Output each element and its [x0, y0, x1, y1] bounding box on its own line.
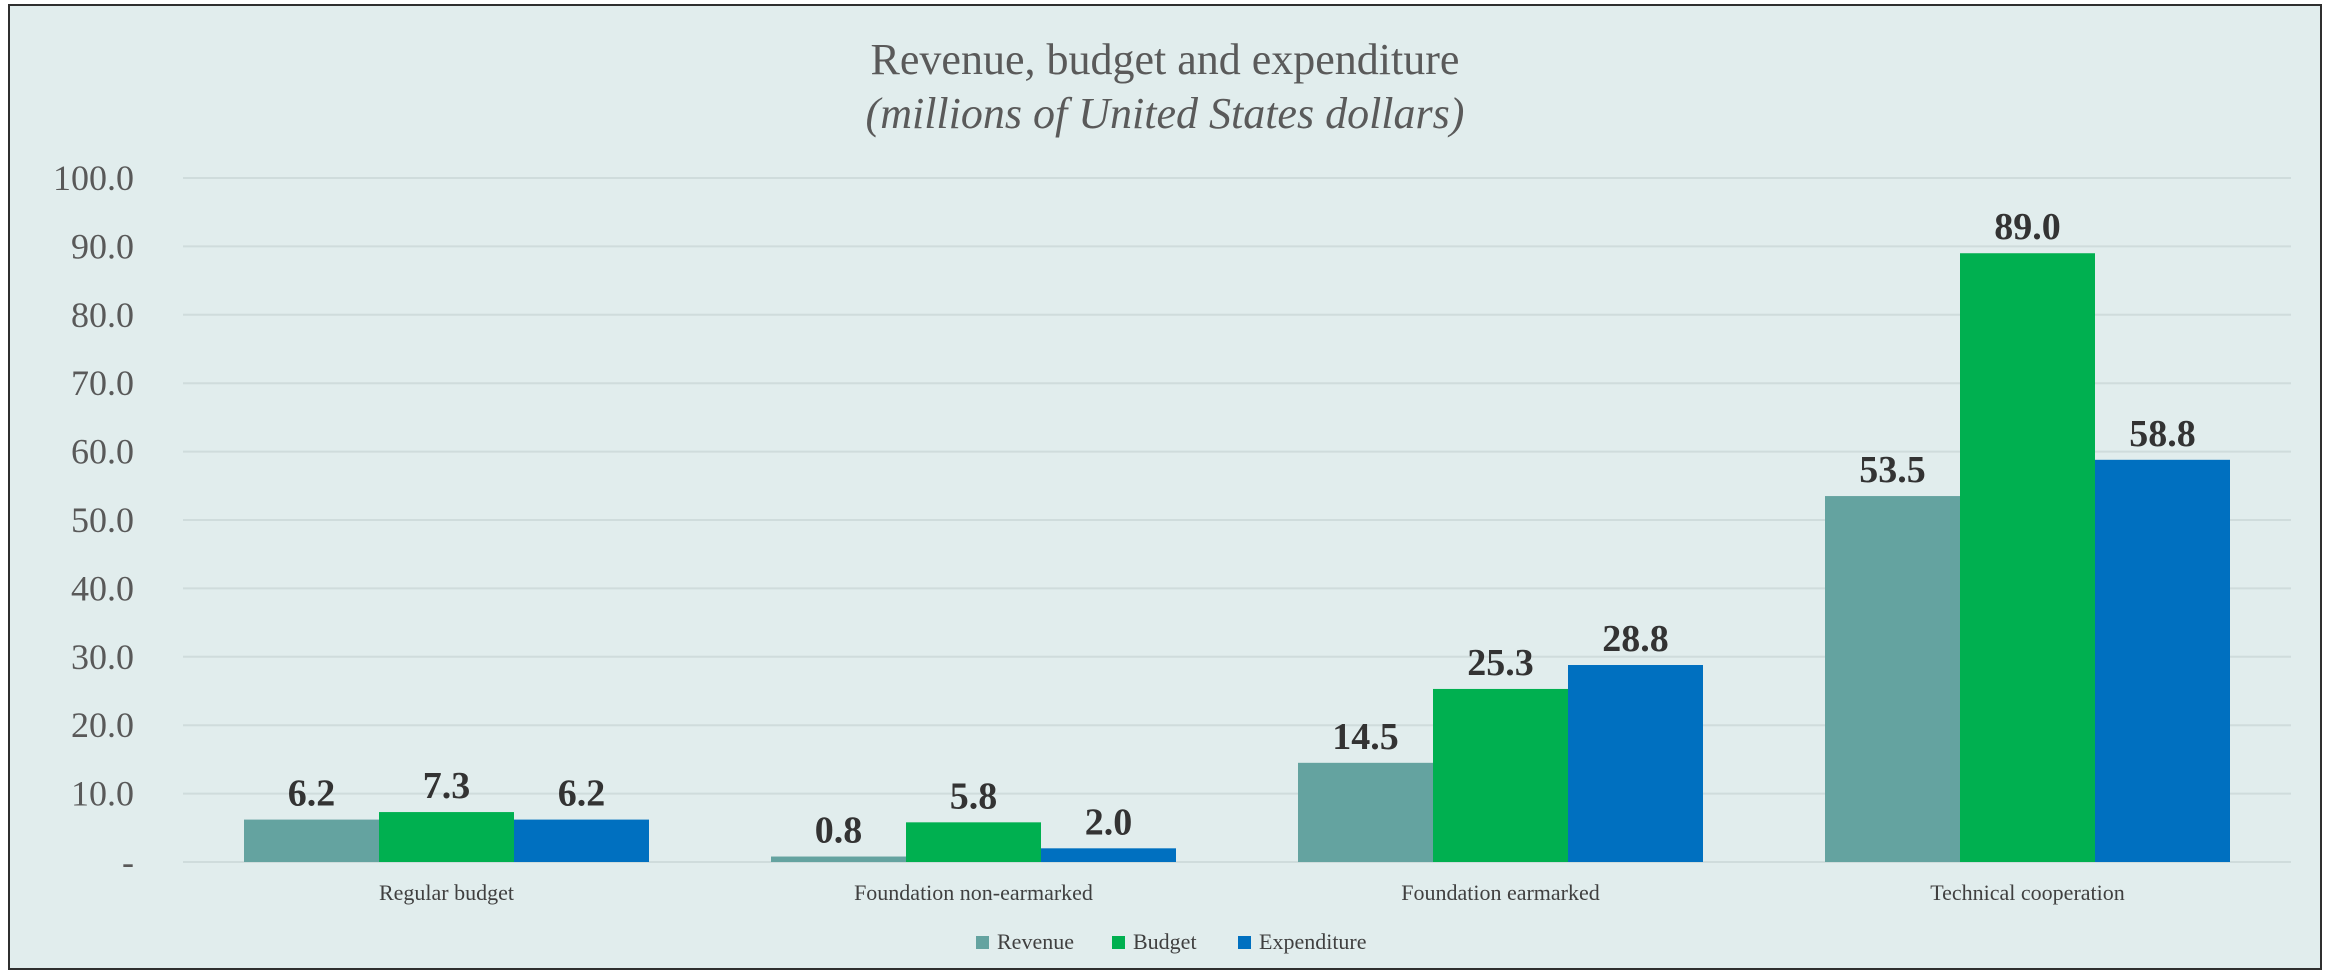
y-tick-label: 100.0 — [53, 158, 134, 198]
x-axis-ticks: Regular budget Foundation non-earmarked Fo… — [379, 880, 2125, 905]
y-tick-label: 90.0 — [71, 226, 134, 266]
bar-expenditure — [1041, 848, 1176, 862]
bar-budget — [379, 812, 514, 862]
bar-budget — [1433, 688, 1568, 862]
chart-title: Revenue, budget and expenditure — [871, 35, 1460, 84]
data-label: 6.2 — [558, 773, 606, 815]
data-label: 58.8 — [2129, 413, 2196, 455]
legend-swatch — [1238, 936, 1251, 949]
data-label: 5.8 — [950, 775, 998, 817]
y-tick-label: 50.0 — [71, 500, 134, 540]
chart-subtitle: (millions of United States dollars) — [866, 89, 1465, 138]
bar-expenditure — [2095, 459, 2230, 862]
x-tick-label: Foundation non-earmarked — [854, 880, 1093, 905]
y-axis-ticks: - 10.0 20.0 30.0 40.0 50.0 60.0 70.0 80.0 90.0 100… — [53, 158, 134, 882]
bar-revenue — [1298, 762, 1433, 862]
y-tick-label: 60.0 — [71, 432, 134, 472]
bar-expenditure — [514, 819, 649, 862]
y-tick-label: 20.0 — [71, 705, 134, 745]
chart-frame: Revenue, budget and expenditure (million… — [8, 4, 2322, 970]
bars — [244, 253, 2230, 863]
legend-swatch — [1112, 936, 1125, 949]
data-label: 0.8 — [815, 810, 863, 852]
legend-label: Budget — [1133, 929, 1197, 954]
y-tick-label: 10.0 — [71, 774, 134, 814]
data-label: 7.3 — [423, 765, 471, 807]
y-tick-label: 40.0 — [71, 568, 134, 608]
data-labels: 6.2 7.3 6.2 0.8 5.8 2.0 14.5 25.3 28.8 53.5 89.0 58… — [288, 206, 2196, 851]
bar-budget — [906, 822, 1041, 862]
y-tick-label: 70.0 — [71, 363, 134, 403]
x-tick-label: Regular budget — [379, 880, 514, 905]
bar-budget — [1960, 253, 2095, 863]
x-tick-label: Technical cooperation — [1930, 880, 2125, 905]
data-label: 25.3 — [1467, 642, 1534, 684]
legend: Revenue Budget Expenditure — [976, 929, 1367, 954]
y-tick-label: - — [122, 842, 134, 882]
legend-label: Expenditure — [1259, 929, 1367, 954]
x-tick-label: Foundation earmarked — [1401, 880, 1600, 905]
bar-chart: Revenue, budget and expenditure (million… — [53, 35, 2291, 954]
bar-expenditure — [1568, 665, 1703, 862]
data-label: 28.8 — [1602, 618, 1669, 660]
gridlines — [183, 177, 2291, 863]
legend-label: Revenue — [997, 929, 1074, 954]
data-label: 89.0 — [1994, 206, 2061, 248]
data-label: 53.5 — [1859, 449, 1926, 491]
data-label: 14.5 — [1332, 716, 1399, 758]
bar-revenue — [244, 819, 379, 862]
bar-revenue — [771, 856, 906, 862]
data-label: 2.0 — [1085, 801, 1133, 843]
data-label: 6.2 — [288, 773, 336, 815]
legend-swatch — [976, 936, 989, 949]
bar-revenue — [1825, 496, 1960, 862]
y-tick-label: 30.0 — [71, 637, 134, 677]
y-tick-label: 80.0 — [71, 295, 134, 335]
